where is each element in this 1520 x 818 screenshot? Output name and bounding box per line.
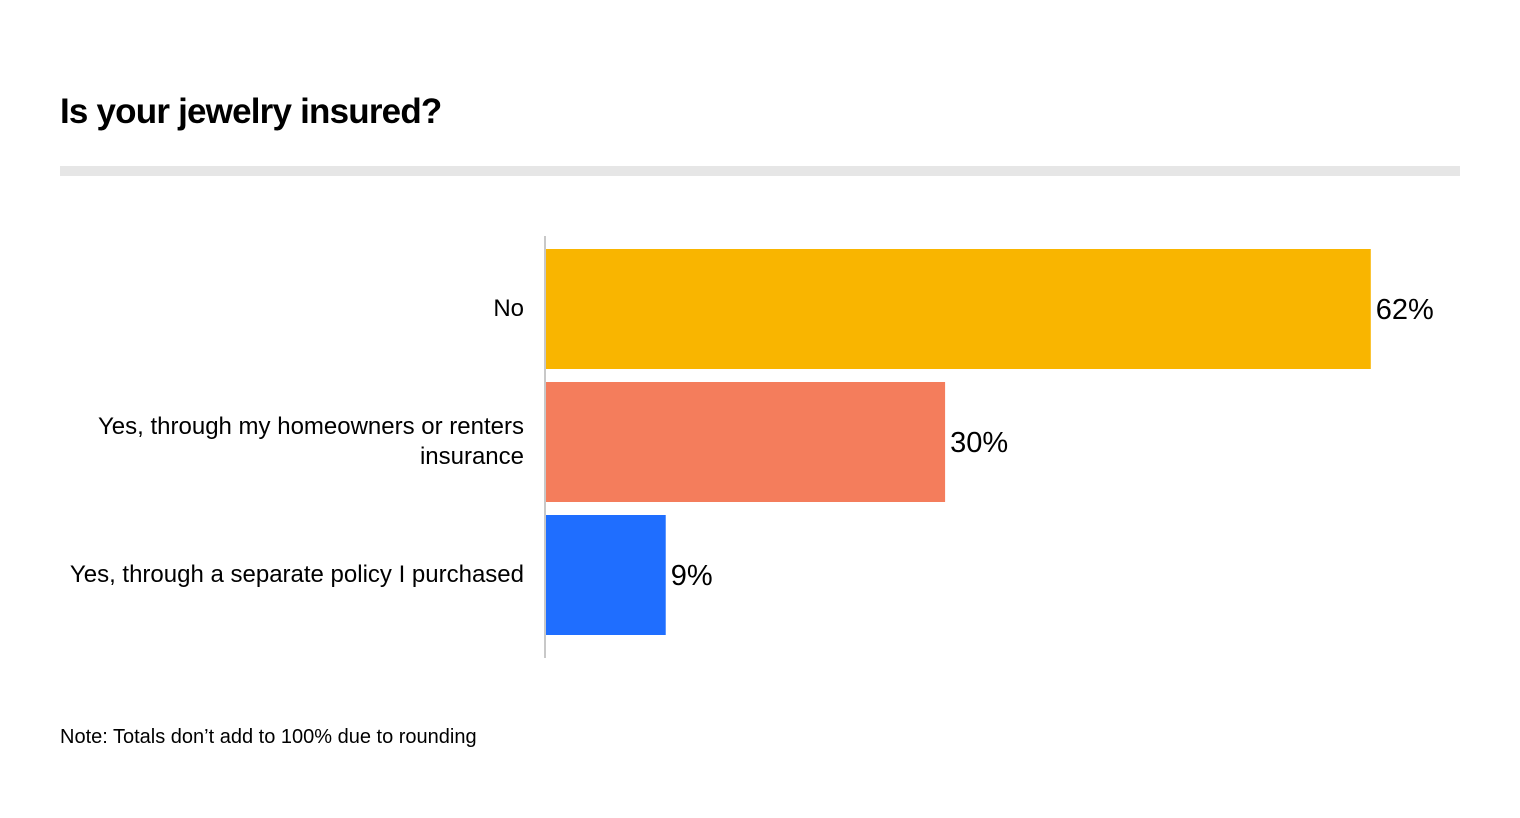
bar-2 [546,515,666,635]
bar-0 [546,249,1371,369]
value-label-1: 30% [950,427,1008,459]
chart-title: Is your jewelry insured? [60,92,442,131]
value-label-0: 62% [1376,294,1434,326]
category-label-1: Yes, through my homeowners or renters in… [98,413,524,470]
title-divider [60,166,1460,176]
bar-1 [546,382,946,502]
category-label-0: No [493,295,524,322]
value-label-2: 9% [671,560,713,592]
category-label-2: Yes, through a separate policy I purchas… [69,561,524,588]
footnote: Note: Totals don’t add to 100% due to ro… [60,726,477,748]
